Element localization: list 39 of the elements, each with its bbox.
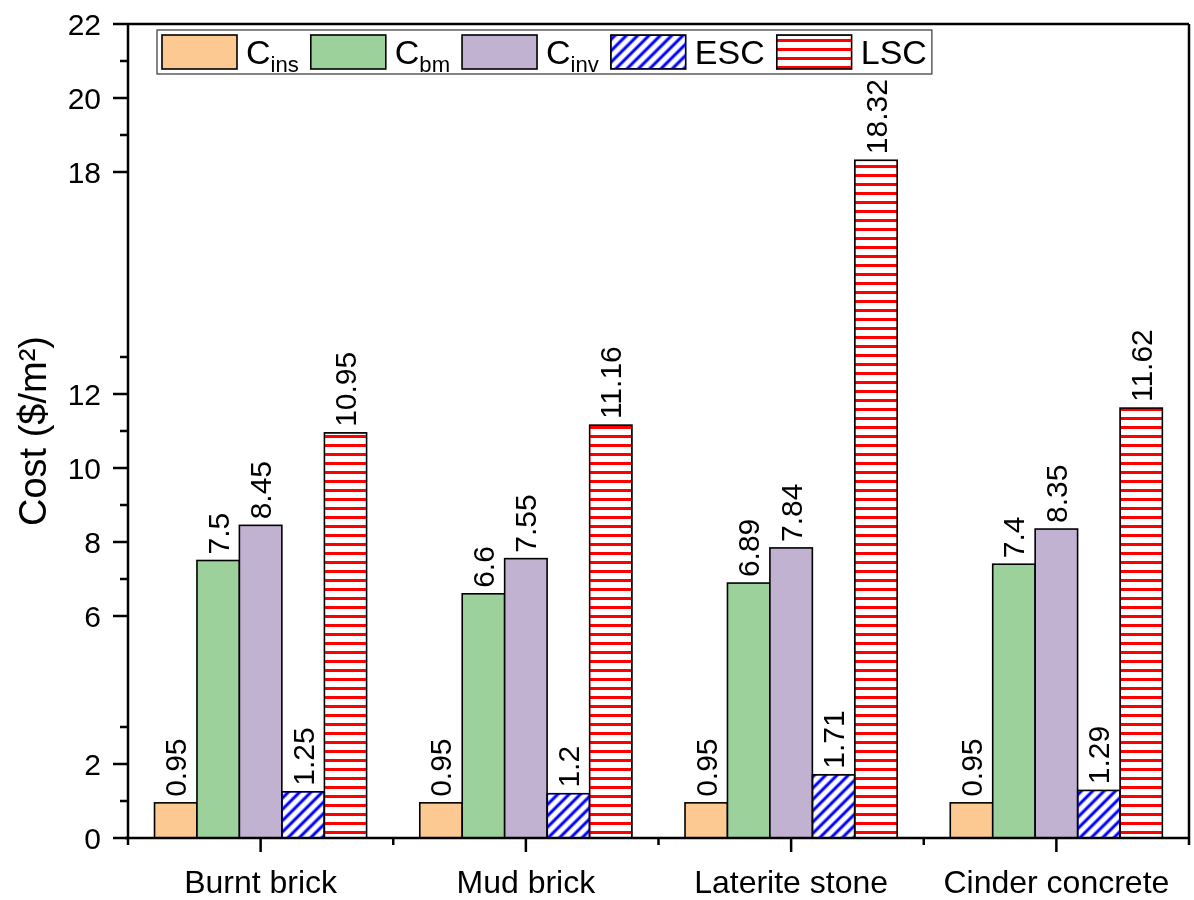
y-axis-title: Cost ($/m²) — [12, 336, 54, 526]
legend-label: C$_{bm}$ — [394, 33, 451, 77]
y-tick-label: 22 — [67, 7, 101, 41]
x-tick-label: Mud brick — [456, 864, 597, 900]
y-tick-label: 10 — [67, 451, 101, 485]
data-label: 18.32 — [859, 79, 893, 155]
data-label: 8.35 — [1039, 464, 1073, 524]
data-label: 0.95 — [954, 738, 988, 797]
data-label: 7.84 — [774, 483, 808, 542]
x-tick-label: Burnt brick — [184, 864, 339, 900]
data-label: 1.71 — [817, 710, 851, 769]
data-label: 7.5 — [201, 512, 235, 555]
y-tick-label: 12 — [67, 377, 101, 411]
data-label: 1.25 — [286, 727, 320, 786]
y-tick-label: 2 — [84, 747, 101, 781]
data-label: 7.55 — [509, 494, 543, 553]
legend-label: C$_{inv}$ — [546, 33, 599, 77]
data-label: 7.4 — [997, 516, 1031, 559]
data-label: 0.95 — [159, 738, 193, 797]
x-tick-label: Cinder concrete — [943, 864, 1170, 900]
data-label: 0.95 — [689, 738, 723, 797]
data-label: 6.6 — [466, 546, 500, 588]
y-tick-label: 0 — [84, 821, 101, 855]
legend-label: ESC — [694, 33, 765, 71]
data-label: 10.95 — [329, 351, 363, 427]
x-tick-label: Laterite stone — [694, 864, 889, 900]
data-label: 11.16 — [594, 346, 628, 420]
legend-label: C$_{ins}$ — [246, 33, 299, 77]
data-label: 6.89 — [732, 518, 766, 578]
data-label: 1.2 — [551, 745, 585, 788]
y-tick-label: 8 — [84, 525, 101, 559]
data-label: 1.29 — [1082, 725, 1116, 785]
data-label: 11.62 — [1124, 329, 1158, 403]
y-tick-label: 18 — [67, 155, 101, 189]
y-tick-label: 6 — [84, 599, 101, 633]
data-label: 8.45 — [244, 460, 278, 520]
data-label: 0.95 — [424, 738, 458, 797]
legend-label: LSC — [860, 33, 927, 71]
y-tick-label: 20 — [67, 81, 101, 115]
